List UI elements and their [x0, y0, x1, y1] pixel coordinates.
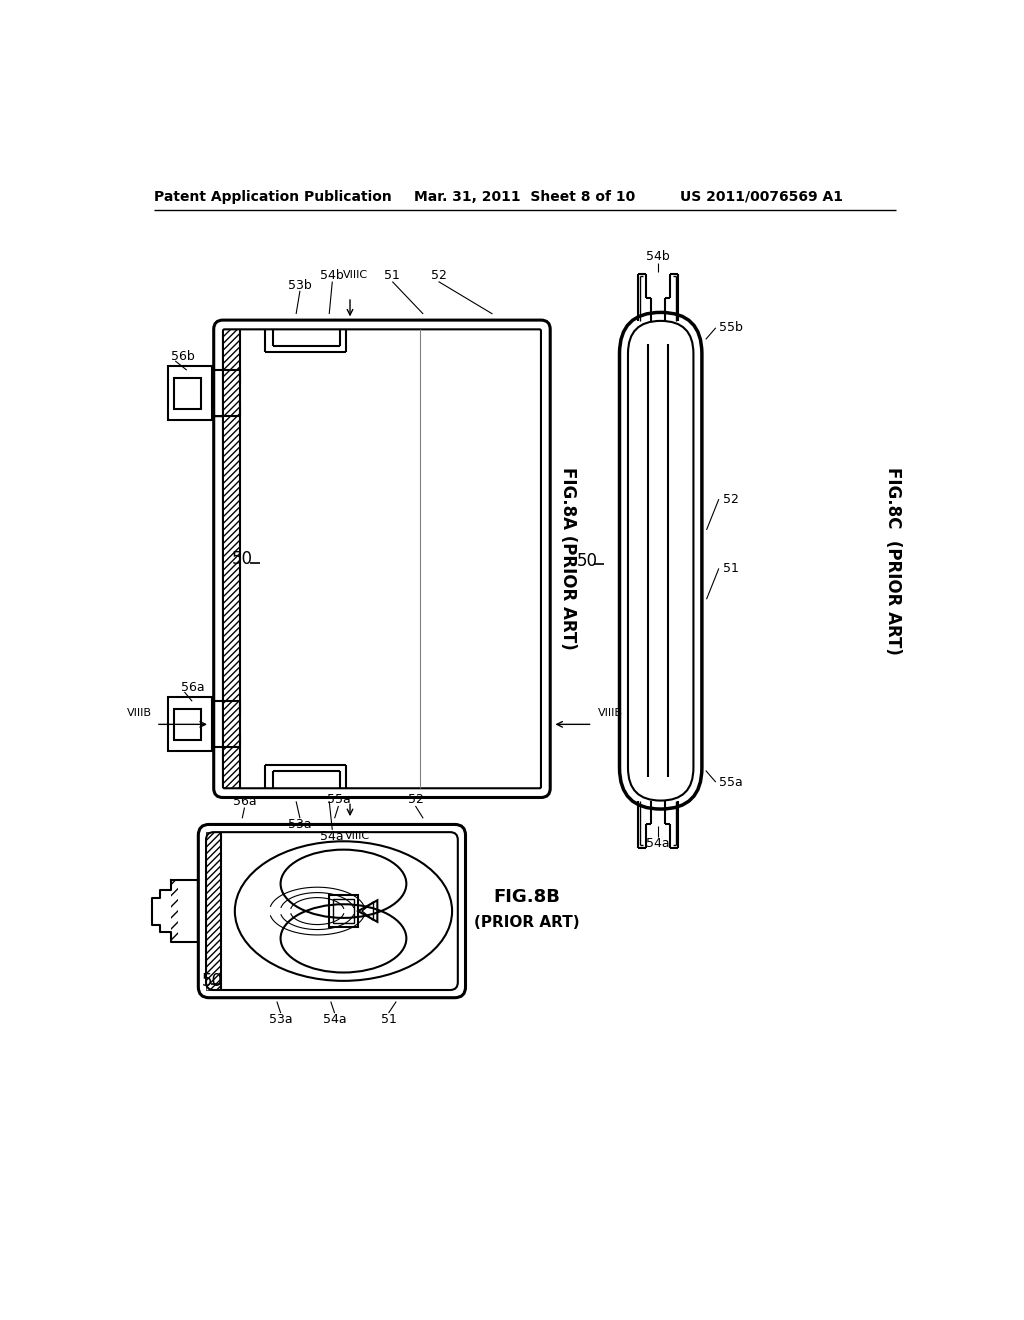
Text: 53a: 53a: [288, 818, 311, 832]
Text: 50: 50: [202, 972, 223, 990]
Text: 56a: 56a: [232, 795, 256, 808]
Text: Mar. 31, 2011  Sheet 8 of 10: Mar. 31, 2011 Sheet 8 of 10: [414, 190, 636, 203]
Text: FIG.8B: FIG.8B: [494, 888, 560, 907]
Text: 52: 52: [724, 492, 739, 506]
Text: 52: 52: [431, 269, 446, 282]
Text: Patent Application Publication: Patent Application Publication: [155, 190, 392, 203]
Text: 56b: 56b: [171, 350, 196, 363]
Text: VIIIC: VIIIC: [345, 832, 371, 841]
Bar: [333, 899, 354, 924]
Text: 51: 51: [381, 1012, 396, 1026]
Text: VIIIB: VIIIB: [598, 708, 623, 718]
Text: VIIIC: VIIIC: [343, 271, 368, 280]
Text: 53a: 53a: [269, 1012, 293, 1026]
Bar: [329, 895, 358, 927]
Bar: [168, 697, 212, 751]
Text: 51: 51: [384, 269, 400, 282]
Text: 51: 51: [724, 562, 739, 576]
Bar: [174, 378, 202, 409]
Text: 54a: 54a: [646, 837, 670, 850]
Text: FIG.8A (PRIOR ART): FIG.8A (PRIOR ART): [559, 467, 577, 651]
Text: US 2011/0076569 A1: US 2011/0076569 A1: [681, 190, 844, 203]
Text: 54a: 54a: [323, 1012, 346, 1026]
Text: 55a: 55a: [327, 793, 350, 807]
Bar: [223, 330, 240, 788]
Text: (PRIOR ART): (PRIOR ART): [474, 915, 580, 931]
Bar: [174, 709, 202, 739]
Text: 53b: 53b: [288, 279, 312, 292]
Bar: [171, 880, 177, 942]
Text: 54b: 54b: [646, 251, 670, 264]
Text: 52: 52: [408, 793, 423, 807]
Text: 54b: 54b: [321, 269, 344, 282]
Text: 55a: 55a: [719, 776, 742, 788]
Text: VIIIB: VIIIB: [127, 708, 153, 718]
Text: 56a: 56a: [181, 681, 205, 694]
Text: FIG.8C  (PRIOR ART): FIG.8C (PRIOR ART): [884, 467, 902, 655]
Bar: [168, 367, 212, 420]
Bar: [206, 832, 221, 990]
Text: 50: 50: [231, 550, 253, 568]
Text: 54a: 54a: [321, 829, 344, 842]
Text: 50: 50: [577, 552, 598, 570]
Text: 55b: 55b: [719, 321, 742, 334]
